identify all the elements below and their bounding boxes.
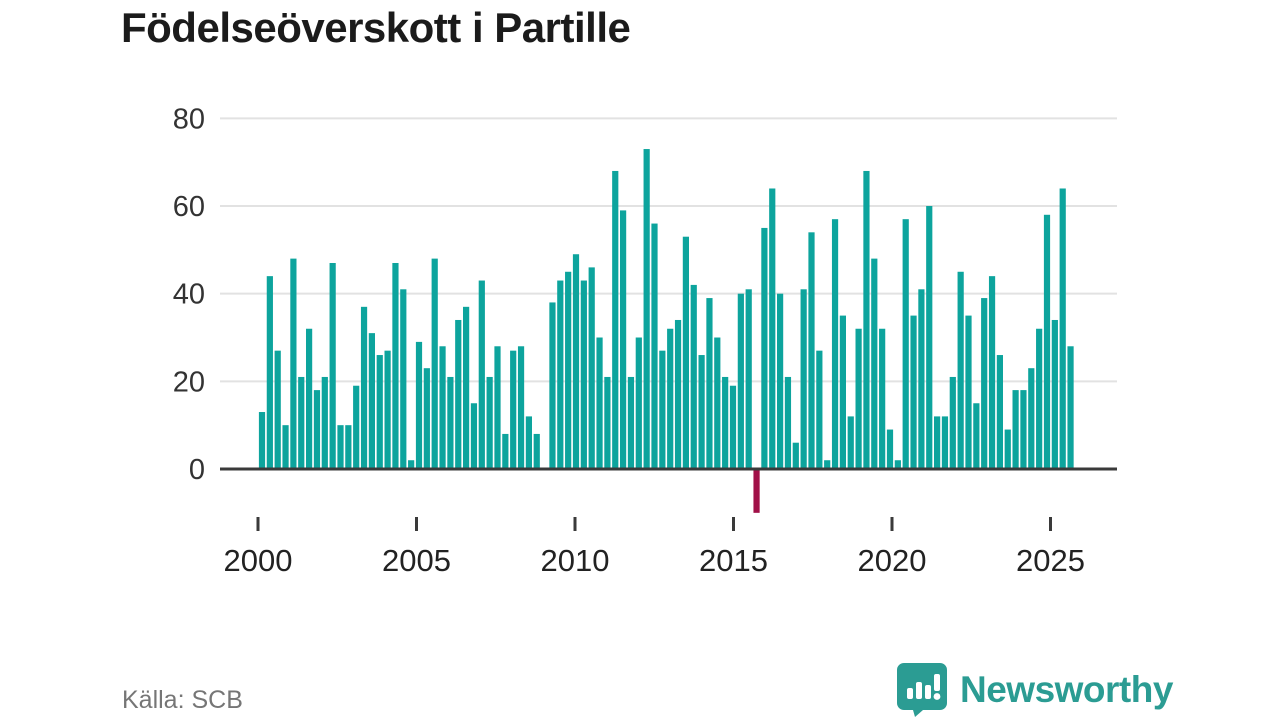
svg-text:20: 20 <box>173 366 205 398</box>
svg-text:2025: 2025 <box>1016 543 1085 578</box>
source-note: Källa: SCB <box>122 686 243 714</box>
chart-title: Födelseöverskott i Partille <box>121 4 631 51</box>
svg-text:0: 0 <box>189 454 205 486</box>
chart-svg: 0 20 40 60 80 2000 2005 2010 2015 2020 2025 <box>173 103 1117 578</box>
svg-text:60: 60 <box>173 191 205 223</box>
svg-text:2005: 2005 <box>382 543 451 578</box>
brand-wordmark: Newsworthy <box>960 669 1173 710</box>
svg-text:2000: 2000 <box>224 543 293 578</box>
svg-text:2015: 2015 <box>699 543 768 578</box>
newsworthy-logo-icon <box>897 663 947 717</box>
brand-footer: Newsworthy <box>896 662 1173 718</box>
svg-text:80: 80 <box>173 103 205 135</box>
logo-bars-glyph <box>907 674 941 700</box>
svg-text:2010: 2010 <box>541 543 610 578</box>
svg-text:2020: 2020 <box>858 543 927 578</box>
svg-text:40: 40 <box>173 279 205 311</box>
